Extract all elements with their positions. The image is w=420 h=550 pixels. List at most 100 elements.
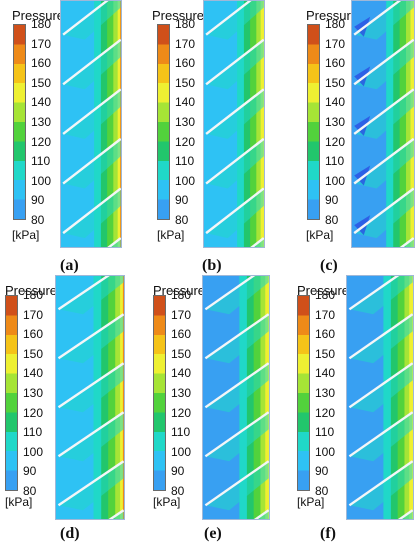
colorbar-tick-label: 120 (31, 134, 52, 149)
contour-band (260, 275, 270, 520)
legend-unit: [kPa] (5, 495, 33, 509)
colorbar (297, 295, 310, 491)
legend-title: Pressure (5, 283, 58, 298)
colorbar-tick-label: 110 (31, 154, 51, 169)
colorbar-tick-label: 120 (325, 134, 346, 149)
panel-d: Pressure 180 170 160 150 140 130 120 110 100 90 80[… (0, 275, 140, 550)
contour-wedge (58, 275, 124, 315)
contour-wedge (206, 0, 264, 40)
panel-caption: (c) (320, 257, 338, 274)
pressure-contour-plot (202, 275, 270, 520)
colorbar-tick-label: 130 (175, 115, 196, 129)
colorbar-tick-label: 120 (175, 134, 196, 149)
blade-line (398, 237, 415, 248)
colorbar-tick-label: 120 (171, 405, 192, 420)
colorbar-tick-label: 100 (315, 444, 336, 459)
contour-frame (60, 0, 122, 248)
colorbar-tick-label: 150 (23, 346, 44, 361)
blade-line (252, 509, 270, 520)
blade-line (205, 38, 265, 86)
legend-unit: [kPa] (297, 495, 325, 509)
panel-caption: (e) (204, 525, 222, 542)
blade-line (62, 0, 110, 36)
colorbar-tick-label: 150 (171, 346, 192, 361)
blade-line (205, 137, 265, 185)
legend-title: Pressure (297, 283, 350, 298)
blade-line (205, 0, 253, 36)
colorbar-tick-label: 110 (315, 425, 335, 440)
contour-band (404, 275, 414, 520)
pressure-contour-plot (203, 0, 265, 248)
colorbar-tick-label: 160 (315, 327, 336, 342)
contour-wedge (205, 275, 269, 315)
colorbar-tick-label: 180 (171, 288, 192, 302)
colorbar-tick-label: 170 (31, 36, 52, 51)
colorbar-tick-label: 180 (23, 288, 44, 302)
blade-line (62, 38, 122, 86)
colorbar-tick-label: 160 (23, 327, 44, 342)
pressure-contour-plot (55, 275, 125, 520)
contour-frame (351, 0, 415, 248)
colorbar-tick-label: 140 (31, 95, 52, 110)
contour-frame (55, 275, 125, 520)
colorbar-tick-label: 100 (31, 173, 52, 188)
blade-line (57, 275, 112, 311)
colorbar-tick-label: 120 (315, 405, 336, 420)
blade-line (248, 237, 265, 248)
blade-line (57, 362, 125, 409)
colorbar-tick-label: 80 (175, 213, 189, 227)
colorbar-tick-label: 80 (315, 484, 329, 498)
blade-line (353, 137, 415, 185)
colorbar-tick-label: 170 (325, 36, 346, 51)
colorbar-tick-label: 180 (31, 17, 52, 31)
blade-line (62, 137, 122, 185)
legend-title: Pressure (306, 8, 359, 23)
colorbar-tick-label: 150 (315, 346, 336, 361)
colorbar-tick-label: 180 (315, 288, 336, 302)
blade-line (348, 275, 401, 311)
colorbar-tick-label: 150 (175, 75, 196, 90)
colorbar-tick-label: 120 (23, 405, 44, 420)
colorbar-tick-label: 100 (325, 173, 346, 188)
contour-low-region (354, 66, 371, 87)
blade-line (205, 88, 265, 135)
blade-line (353, 0, 403, 36)
contour-low-region (354, 115, 371, 136)
blade-line (204, 275, 257, 311)
blade-line (348, 313, 414, 360)
blade-line (57, 313, 125, 360)
colorbar-tick-label: 80 (31, 213, 45, 227)
contour-frame (346, 275, 414, 520)
contour-frame (203, 0, 265, 248)
colorbar-tick-label: 130 (171, 386, 192, 400)
panel-a: Pressure 180 170 160 150 140 130 120 110 100 90 80[… (0, 0, 140, 275)
colorbar-tick-label: 130 (315, 386, 336, 400)
panel-f: Pressure 180 170 160 150 140 130 120 110 100 90 80[… (280, 275, 420, 550)
panel-e: Pressure 180 170 160 150 140 130 120 110 100 90 80[… (140, 275, 280, 550)
panel-c: Pressure 180 170 160 150 140 130 120 110 100 90 80[… (280, 0, 420, 275)
colorbar-tick-label: 80 (325, 213, 339, 227)
contour-band (410, 0, 415, 248)
legend-unit: [kPa] (157, 228, 185, 242)
blade-line (57, 460, 125, 507)
colorbar-tick-label: 90 (175, 193, 189, 208)
colorbar-tick-label: 110 (325, 154, 345, 169)
legend-unit: [kPa] (153, 495, 181, 509)
colorbar-tick-label: 80 (23, 484, 37, 498)
panel-caption: (f) (320, 525, 336, 542)
blade-line (348, 362, 414, 409)
blade-line (106, 509, 125, 520)
colorbar-tick-label: 140 (171, 366, 192, 381)
contour-band (117, 0, 122, 248)
colorbar-tick-label: 150 (31, 75, 52, 90)
colorbar-tick-label: 140 (315, 366, 336, 381)
colorbar-tick-label: 180 (175, 17, 196, 31)
colorbar-tick-label: 110 (23, 425, 43, 440)
blade-line (105, 237, 122, 248)
pressure-contour-plot (346, 275, 414, 520)
colorbar-tick-label: 140 (23, 366, 44, 381)
blade-line (204, 362, 270, 409)
contour-band (260, 0, 265, 248)
panel-caption: (a) (60, 257, 79, 274)
colorbar-tick-label: 130 (23, 386, 44, 400)
